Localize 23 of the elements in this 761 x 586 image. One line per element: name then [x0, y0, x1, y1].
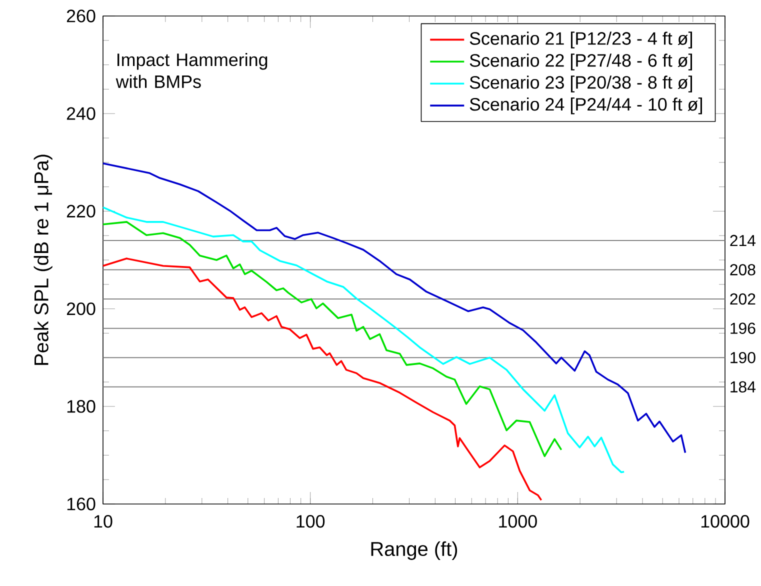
- ref-line-label: 196: [730, 322, 756, 334]
- ref-line-label: 184: [730, 381, 756, 393]
- x-axis-title: Range (ft): [371, 541, 458, 560]
- y-tick-label: 160: [67, 498, 96, 510]
- ref-line-label: 190: [730, 352, 756, 364]
- legend-label: Scenario 21 [P12/23 - 4 ft ø]: [470, 32, 692, 48]
- ref-line-label: 208: [730, 264, 756, 276]
- x-tick-label: 100: [296, 515, 325, 528]
- legend-label: Scenario 24 [P24/44 - 10 ft ø]: [470, 98, 702, 114]
- ref-line-label: 202: [730, 293, 756, 305]
- y-tick-label: 260: [66, 10, 96, 22]
- y-tick-label: 220: [66, 204, 96, 218]
- legend-label: Scenario 22 [P27/48 - 6 ft ø]: [470, 54, 692, 70]
- legend-label: Scenario 23 [P20/38 - 8 ft ø]: [470, 76, 692, 92]
- y-tick-label: 200: [66, 302, 96, 316]
- y-axis-title: Peak SPL (dB re 1 μPa): [34, 154, 52, 365]
- x-tick-label: 10000: [701, 515, 750, 528]
- y-tick-label: 240: [66, 107, 96, 120]
- y-tick-label: 180: [67, 400, 96, 413]
- annotation: Impact Hammering with BMPs: [116, 52, 268, 88]
- ref-line-label: 214: [730, 234, 756, 246]
- x-tick-label: 10: [94, 515, 112, 528]
- x-tick-label: 1000: [499, 515, 537, 528]
